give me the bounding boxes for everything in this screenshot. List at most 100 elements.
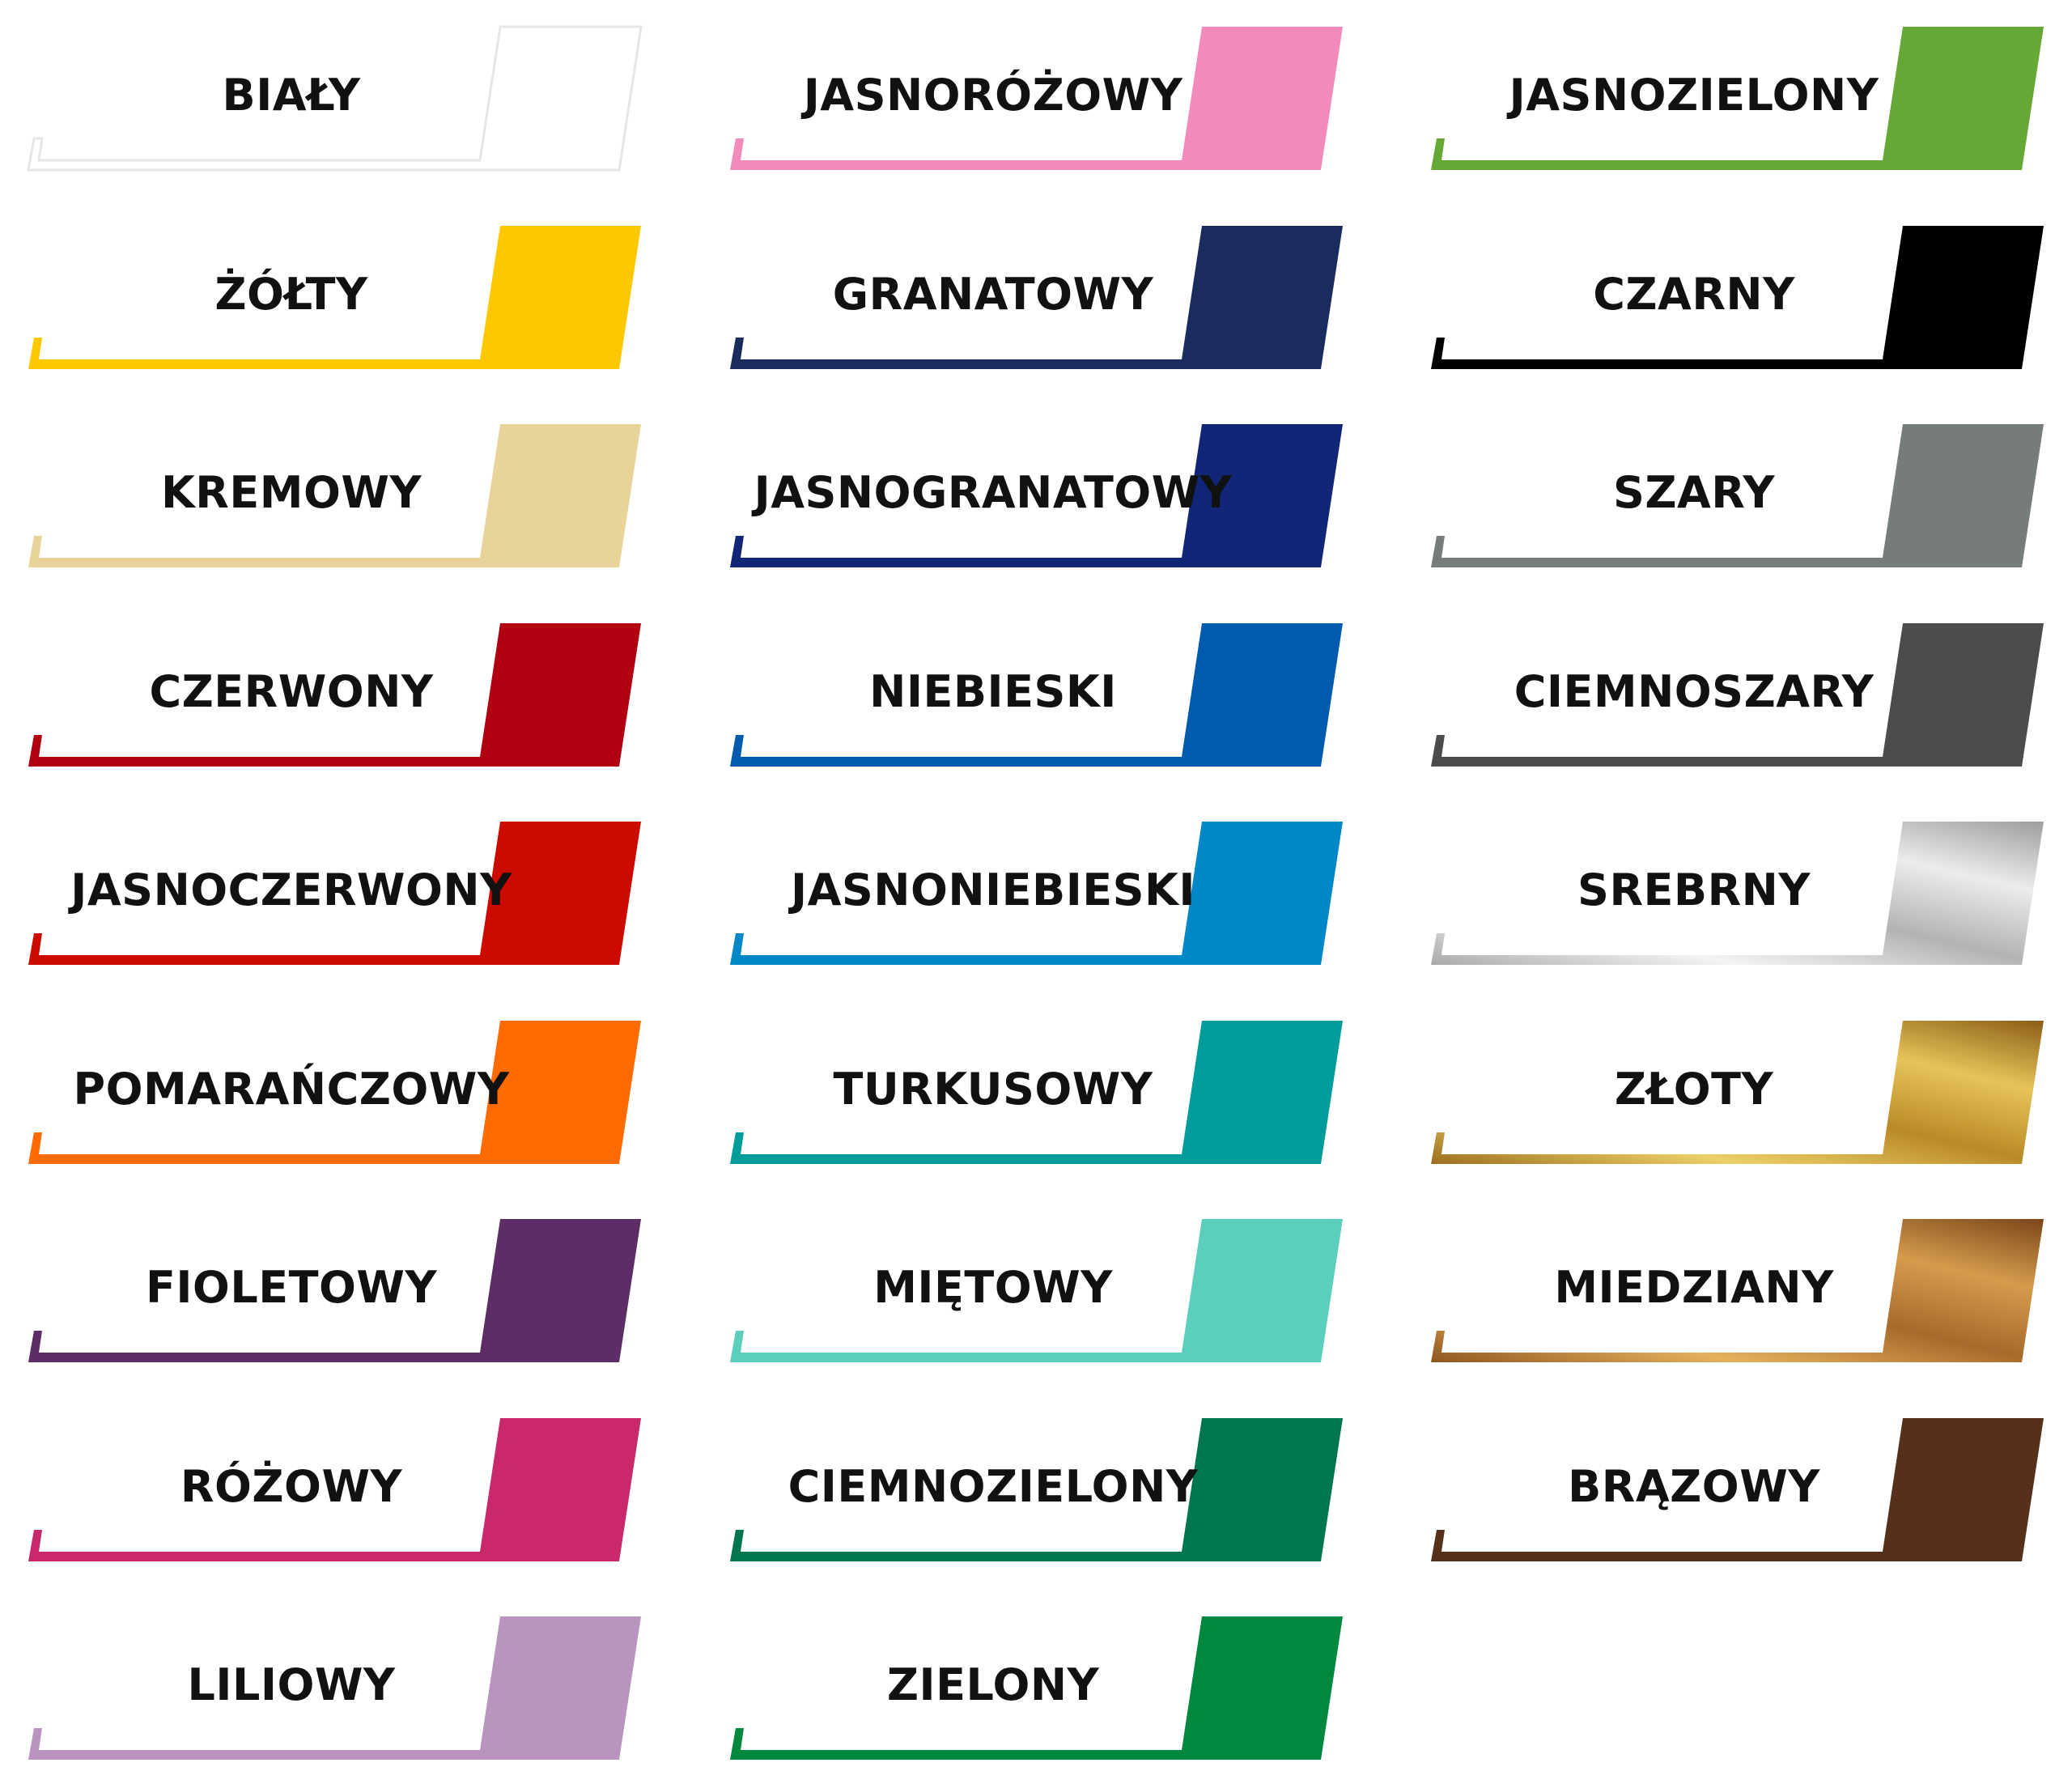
swatch-shape	[730, 424, 1343, 567]
swatch-label: MIĘTOWY	[873, 1262, 1113, 1313]
swatch-label: BIAŁY	[222, 70, 361, 121]
color-swatch[interactable]: CZERWONY	[28, 623, 676, 769]
color-swatch[interactable]: BRĄZOWY	[1431, 1418, 2072, 1564]
swatch-label: TURKUSOWY	[833, 1064, 1153, 1115]
swatch-color-fill	[27, 25, 643, 172]
swatch-color-fill	[1431, 424, 2044, 567]
color-swatch[interactable]: RÓŻOWY	[28, 1418, 676, 1564]
color-swatch[interactable]: ZŁOTY	[1431, 1021, 2072, 1166]
color-swatch[interactable]: MIĘTOWY	[730, 1219, 1378, 1365]
swatch-label: JASNOZIELONY	[1509, 70, 1879, 121]
swatch-color-fill	[730, 27, 1343, 170]
color-swatch[interactable]: JASNOGRANATOWY	[730, 424, 1378, 570]
swatch-color-fill	[28, 1616, 641, 1760]
swatch-label: LILIOWY	[187, 1659, 396, 1710]
color-swatch[interactable]: POMARAŃCZOWY	[28, 1021, 676, 1166]
swatch-label: CZARNY	[1593, 269, 1795, 320]
swatch-label: ZŁOTY	[1614, 1064, 1774, 1115]
swatch-shape	[28, 226, 641, 369]
swatch-color-fill	[730, 1021, 1343, 1164]
swatch-shape	[1431, 1021, 2044, 1164]
swatch-color-fill	[28, 1021, 641, 1164]
swatch-shape	[28, 1418, 641, 1561]
swatch-color-fill	[730, 1616, 1343, 1760]
swatch-color-fill	[1431, 822, 2044, 965]
color-swatch[interactable]: JASNOCZERWONY	[28, 822, 676, 967]
swatch-color-fill	[28, 1219, 641, 1362]
swatch-label: FIOLETOWY	[145, 1262, 438, 1313]
color-swatch[interactable]: GRANATOWY	[730, 226, 1378, 372]
swatch-label: RÓŻOWY	[180, 1461, 403, 1512]
color-swatch[interactable]: NIEBIESKI	[730, 623, 1378, 769]
swatch-label: JASNORÓŻOWY	[803, 70, 1183, 121]
swatch-color-fill	[28, 1418, 641, 1561]
swatch-shape	[28, 822, 641, 965]
color-swatch[interactable]: SREBRNY	[1431, 822, 2072, 967]
swatch-label: SZARY	[1612, 467, 1776, 518]
swatch-shape	[730, 822, 1343, 965]
swatch-color-fill	[28, 623, 641, 767]
swatch-shape	[28, 1021, 641, 1164]
swatch-color-fill	[28, 424, 641, 567]
swatch-label: JASNOCZERWONY	[70, 864, 512, 915]
swatch-color-fill	[730, 822, 1343, 965]
color-swatch[interactable]: JASNONIEBIESKI	[730, 822, 1378, 967]
color-swatch[interactable]: CIEMNOSZARY	[1431, 623, 2072, 769]
color-swatch[interactable]: ŻÓŁTY	[28, 226, 676, 372]
swatch-shape	[730, 1418, 1343, 1561]
swatch-label: POMARAŃCZOWY	[73, 1064, 510, 1115]
swatch-label: GRANATOWY	[832, 269, 1154, 320]
color-swatch[interactable]: JASNOZIELONY	[1431, 27, 2072, 172]
swatch-label: JASNOGRANATOWY	[754, 467, 1233, 518]
swatch-label: JASNONIEBIESKI	[790, 864, 1195, 915]
swatch-color-fill	[1431, 226, 2044, 369]
swatch-color-fill	[28, 822, 641, 965]
swatch-color-fill	[730, 623, 1343, 767]
color-swatch[interactable]: SZARY	[1431, 424, 2072, 570]
swatch-color-fill	[28, 226, 641, 369]
swatch-shape	[1431, 226, 2044, 369]
swatch-shape	[730, 1616, 1343, 1760]
swatch-shape	[730, 1021, 1343, 1164]
swatch-label: ŻÓŁTY	[214, 269, 368, 320]
color-swatch[interactable]: ZIELONY	[730, 1616, 1378, 1762]
swatch-label: CIEMNOZIELONY	[788, 1461, 1199, 1512]
swatch-color-fill	[730, 226, 1343, 369]
swatch-shape	[28, 424, 641, 567]
swatch-shape	[28, 1616, 641, 1760]
swatch-color-fill	[1431, 1219, 2044, 1362]
swatch-label: CIEMNOSZARY	[1514, 666, 1875, 717]
swatch-shape	[730, 623, 1343, 767]
color-swatch[interactable]: TURKUSOWY	[730, 1021, 1378, 1166]
swatch-shape	[27, 25, 643, 172]
swatch-color-fill	[1431, 1021, 2044, 1164]
color-swatch[interactable]: KREMOWY	[28, 424, 676, 570]
swatch-shape	[1431, 1418, 2044, 1561]
swatch-label: ZIELONY	[886, 1659, 1100, 1710]
swatch-color-fill	[730, 1418, 1343, 1561]
color-swatch[interactable]: CIEMNOZIELONY	[730, 1418, 1378, 1564]
swatch-label: KREMOWY	[160, 467, 422, 518]
color-swatch[interactable]: BIAŁY	[27, 25, 676, 172]
swatch-label: MIEDZIANY	[1554, 1262, 1834, 1313]
swatch-label: SREBRNY	[1577, 864, 1811, 915]
swatch-shape	[1431, 822, 2044, 965]
swatch-shape	[1431, 27, 2044, 170]
color-swatch[interactable]: JASNORÓŻOWY	[730, 27, 1378, 172]
color-swatch[interactable]: CZARNY	[1431, 226, 2072, 372]
swatch-color-fill	[1431, 623, 2044, 767]
swatch-shape	[730, 226, 1343, 369]
swatch-shape	[1431, 623, 2044, 767]
swatch-color-fill	[730, 424, 1343, 567]
swatch-label: CZERWONY	[149, 666, 434, 717]
color-swatch[interactable]: MIEDZIANY	[1431, 1219, 2072, 1365]
swatch-color-fill	[1431, 27, 2044, 170]
color-swatch[interactable]: FIOLETOWY	[28, 1219, 676, 1365]
swatch-label: NIEBIESKI	[869, 666, 1117, 717]
swatch-shape	[28, 1219, 641, 1362]
swatch-shape	[730, 1219, 1343, 1362]
swatch-color-fill	[730, 1219, 1343, 1362]
color-swatch[interactable]: LILIOWY	[28, 1616, 676, 1762]
swatch-shape	[1431, 424, 2044, 567]
